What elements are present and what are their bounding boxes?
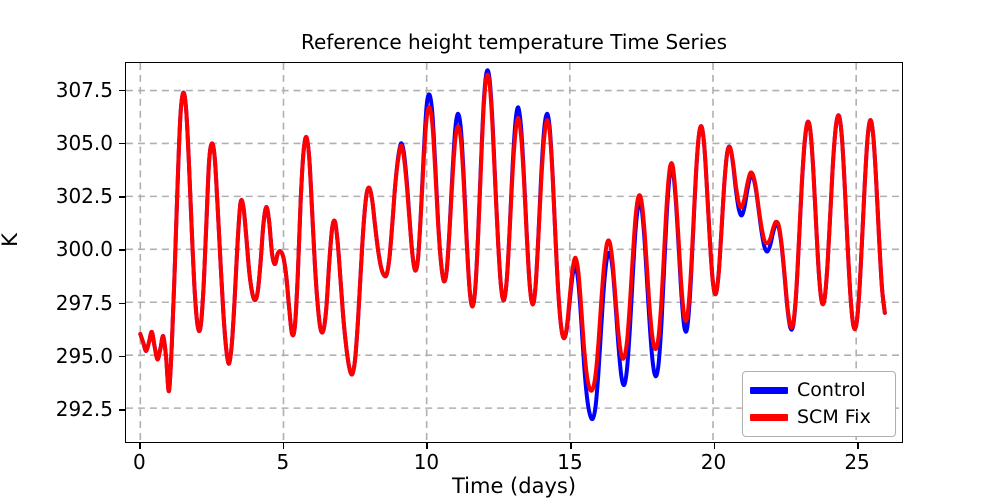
chart-legend: Control SCM Fix bbox=[742, 371, 896, 437]
x-tick-label: 15 bbox=[557, 450, 583, 474]
legend-item-scm-fix[interactable]: SCM Fix bbox=[750, 404, 888, 431]
x-axis-label: Time (days) bbox=[451, 474, 577, 498]
y-tick-label: 307.5 bbox=[55, 77, 113, 102]
y-tick-mark bbox=[119, 355, 125, 358]
y-tick-mark bbox=[119, 408, 125, 411]
legend-swatch-control bbox=[750, 387, 788, 394]
x-tick-label: 25 bbox=[844, 450, 870, 474]
x-tick-mark bbox=[857, 443, 859, 449]
legend-label-scm-fix: SCM Fix bbox=[797, 406, 871, 428]
y-tick-mark bbox=[119, 142, 125, 145]
series-line-control bbox=[138, 68, 887, 422]
legend-label-control: Control bbox=[797, 379, 866, 401]
y-tick-mark bbox=[119, 89, 125, 92]
x-tick-mark bbox=[713, 443, 716, 449]
legend-swatch-scm-fix bbox=[750, 414, 788, 421]
y-tick-label: 295.0 bbox=[55, 343, 113, 368]
x-tick-label: 5 bbox=[276, 450, 290, 474]
y-tick-label: 292.5 bbox=[55, 396, 113, 421]
y-axis-tick-labels: 292.5 295.0 297.5 300.0 302.5 305.0 307.5 bbox=[0, 0, 113, 500]
legend-item-control[interactable]: Control bbox=[750, 377, 888, 404]
x-tick-mark bbox=[139, 443, 141, 449]
chart-title: Reference height temperature Time Series bbox=[300, 30, 728, 54]
y-tick-label: 302.5 bbox=[55, 184, 113, 209]
x-tick-mark bbox=[282, 443, 285, 449]
y-tick-mark bbox=[119, 302, 125, 305]
y-tick-label: 297.5 bbox=[55, 290, 113, 315]
x-tick-mark bbox=[569, 443, 572, 449]
x-tick-label: 0 bbox=[132, 450, 146, 474]
y-tick-label: 300.0 bbox=[55, 237, 113, 262]
x-tick-mark bbox=[426, 443, 429, 449]
y-tick-label: 305.0 bbox=[55, 130, 113, 155]
y-tick-mark bbox=[119, 196, 125, 198]
x-tick-label: 10 bbox=[413, 450, 440, 474]
series-line-scm-fix bbox=[138, 72, 887, 394]
y-tick-mark bbox=[119, 249, 125, 251]
x-tick-label: 20 bbox=[700, 450, 727, 474]
